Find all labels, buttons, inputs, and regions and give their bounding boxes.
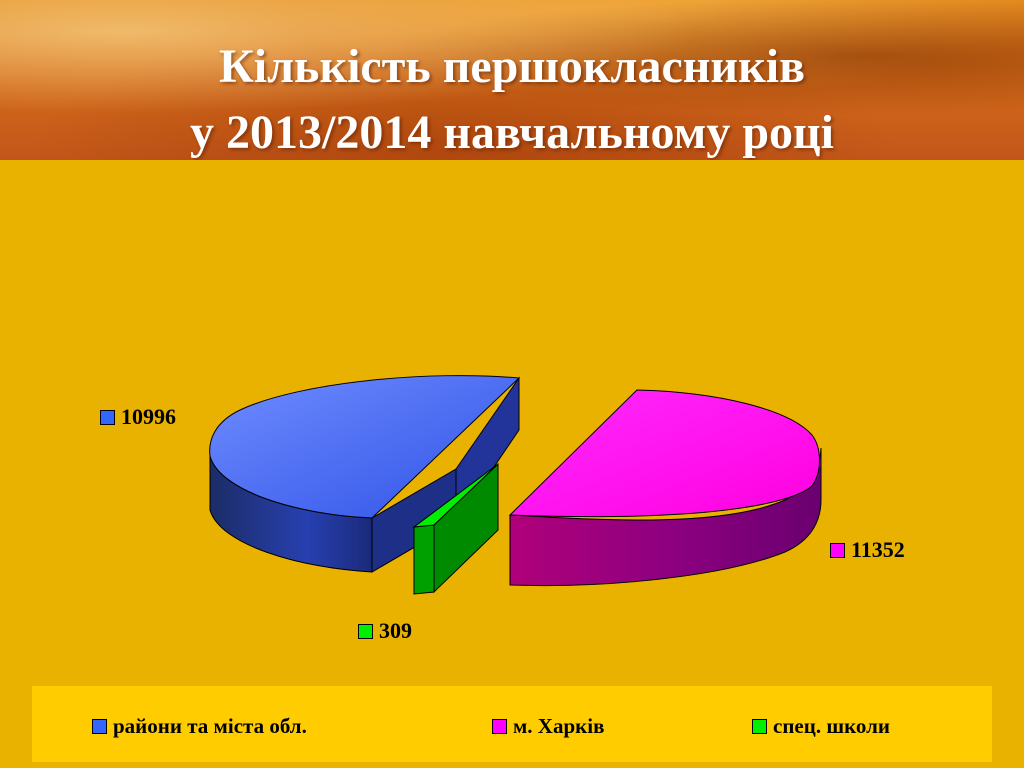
data-label-spets: 309 <box>358 618 412 644</box>
legend-label: райони та міста обл. <box>113 714 307 738</box>
legend-swatch-green <box>752 719 767 734</box>
legend-item-spets: спец. школи <box>752 714 890 739</box>
pie-slice-kharkiv <box>508 389 822 587</box>
chart-title-line-1: Кількість першокласників <box>218 40 805 93</box>
chart-legend: райони та міста обл. м. Харків спец. шко… <box>32 686 992 762</box>
data-label-swatch <box>830 542 845 558</box>
data-label-swatch <box>358 623 373 639</box>
data-label-value: 309 <box>379 618 412 643</box>
pie-chart <box>209 375 822 595</box>
legend-swatch-magenta <box>492 719 507 734</box>
data-label-raiony: 10996 <box>100 404 176 430</box>
data-label-value: 11352 <box>851 537 905 562</box>
legend-item-raiony: райони та міста обл. <box>92 714 307 739</box>
data-label-kharkiv: 11352 <box>830 537 905 563</box>
header-banner <box>0 0 1024 160</box>
data-label-value: 10996 <box>121 404 176 429</box>
legend-label: спец. школи <box>773 714 890 738</box>
chart-area: 10996 11352 309 <box>0 160 1024 680</box>
pie-slice-spets <box>412 462 499 595</box>
data-label-swatch <box>100 409 115 425</box>
legend-label: м. Харків <box>513 714 605 738</box>
legend-swatch-blue <box>92 719 107 734</box>
legend-item-kharkiv: м. Харків <box>492 714 604 739</box>
chart-title-line-2: у 2013/2014 навчальному році <box>189 106 834 159</box>
pie-slice-raiony <box>209 375 521 573</box>
